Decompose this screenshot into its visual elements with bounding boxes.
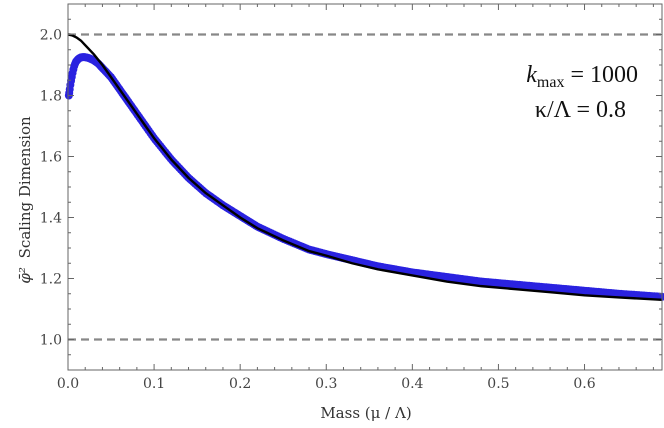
plot-border	[67, 3, 663, 371]
fit-curve	[67, 33, 663, 302]
x-tick-label: 0.3	[315, 376, 337, 392]
y-tick-label: 1.4	[40, 211, 62, 227]
plot-frame	[67, 3, 663, 371]
annotation-kappa: κ/Λ = 0.8	[535, 97, 626, 123]
fit-curve-layer	[67, 33, 663, 302]
reference-lines	[68, 33, 662, 341]
x-tick-label: 0.0	[57, 376, 79, 392]
x-axis-ticks: 0.0 0.1 0.2 0.3 0.4 0.5 0.6	[57, 4, 654, 392]
x-tick-label: 0.6	[573, 376, 595, 392]
y-tick-label: 1.2	[40, 272, 62, 288]
y-tick-label: 1.0	[40, 333, 62, 349]
y-axis-label: Scaling Dimension	[16, 116, 34, 258]
x-tick-label: 0.5	[487, 376, 509, 392]
y-axis-ticks: 1.0 1.2 1.4 1.6 1.8 2.0	[40, 18, 662, 356]
y-tick-label: 1.6	[40, 150, 62, 166]
svg-text:φ̄² Scaling Dimension: φ̄² Scaling Dimension	[16, 116, 34, 284]
y-tick-label: 2.0	[40, 28, 62, 44]
y-tick-label: 1.8	[40, 89, 62, 105]
x-tick-label: 0.2	[229, 376, 251, 392]
x-tick-label: 0.4	[401, 376, 423, 392]
y-axis-label-symbol: φ̄²	[16, 267, 34, 284]
annotation-kmax: kmax = 1000	[526, 62, 638, 91]
x-tick-label: 0.1	[143, 376, 165, 392]
y-axis-label-group: φ̄² Scaling Dimension	[16, 116, 34, 284]
data-points	[64, 53, 664, 301]
x-axis-label: Mass (μ / Λ)	[320, 404, 411, 422]
